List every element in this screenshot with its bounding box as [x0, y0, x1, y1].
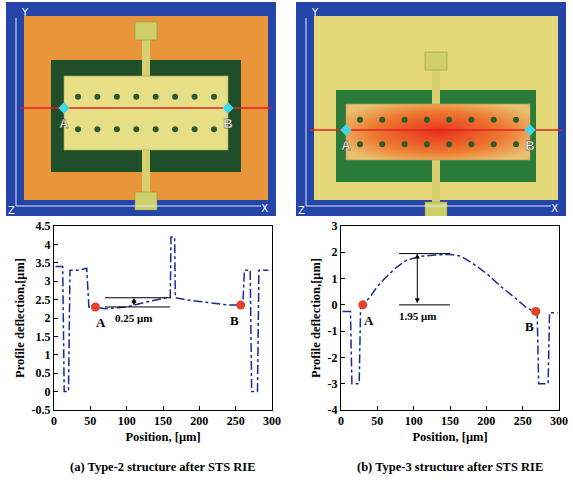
svg-text:-0.5: -0.5: [32, 403, 51, 417]
svg-text:4: 4: [45, 238, 51, 252]
svg-text:Position, [μm]: Position, [μm]: [412, 430, 487, 444]
svg-text:50: 50: [371, 414, 383, 428]
svg-text:-1: -1: [328, 324, 338, 338]
svg-text:200: 200: [190, 414, 208, 428]
svg-text:150: 150: [154, 414, 172, 428]
svg-text:300: 300: [550, 414, 568, 428]
svg-text:50: 50: [84, 414, 96, 428]
svg-text:-4: -4: [328, 403, 338, 417]
svg-text:X: X: [551, 203, 558, 214]
svg-text:0: 0: [332, 298, 338, 312]
svg-text:Profile deflection,[μm]: Profile deflection,[μm]: [309, 258, 323, 378]
svg-text:2.5: 2.5: [36, 293, 51, 307]
svg-text:0.25 μm: 0.25 μm: [115, 312, 152, 324]
svg-text:Y: Y: [311, 7, 319, 18]
svg-text:100: 100: [405, 414, 423, 428]
svg-text:Position, [μm]: Position, [μm]: [125, 430, 200, 444]
svg-text:2: 2: [45, 311, 51, 325]
svg-text:Z: Z: [8, 205, 15, 216]
svg-text:3: 3: [45, 274, 51, 288]
svg-text:-2: -2: [328, 351, 338, 365]
svg-text:-3: -3: [328, 377, 338, 391]
svg-text:B: B: [223, 116, 232, 131]
svg-text:Profile deflection,[μm]: Profile deflection,[μm]: [13, 258, 27, 378]
svg-text:(a) Type-2 structure after STS: (a) Type-2 structure after STS RIE: [70, 460, 256, 474]
svg-text:1: 1: [332, 272, 338, 286]
svg-text:0: 0: [51, 414, 57, 428]
svg-text:0.5: 0.5: [36, 366, 51, 380]
svg-text:A: A: [59, 116, 69, 131]
svg-text:A: A: [96, 315, 106, 330]
svg-text:(b) Type-3 structure after STS: (b) Type-3 structure after STS RIE: [357, 460, 543, 474]
svg-text:0: 0: [338, 414, 344, 428]
svg-text:0: 0: [45, 385, 51, 399]
svg-text:4.5: 4.5: [36, 219, 51, 233]
svg-text:Y: Y: [21, 7, 29, 18]
svg-text:100: 100: [118, 414, 136, 428]
svg-text:2: 2: [332, 245, 338, 259]
svg-text:B: B: [525, 138, 534, 153]
svg-text:300: 300: [263, 414, 281, 428]
svg-text:250: 250: [514, 414, 532, 428]
svg-text:1.95 μm: 1.95 μm: [399, 310, 436, 322]
svg-text:X: X: [261, 203, 268, 214]
svg-text:A: A: [341, 138, 351, 153]
svg-text:Z: Z: [298, 205, 305, 216]
svg-text:150: 150: [441, 414, 459, 428]
svg-text:1: 1: [45, 348, 51, 362]
svg-text:A: A: [364, 313, 374, 328]
svg-text:1.5: 1.5: [36, 330, 51, 344]
svg-text:250: 250: [227, 414, 245, 428]
svg-text:3.5: 3.5: [36, 256, 51, 270]
svg-text:3: 3: [332, 219, 338, 233]
svg-text:B: B: [230, 313, 239, 328]
svg-text:200: 200: [477, 414, 495, 428]
svg-text:B: B: [525, 319, 534, 334]
